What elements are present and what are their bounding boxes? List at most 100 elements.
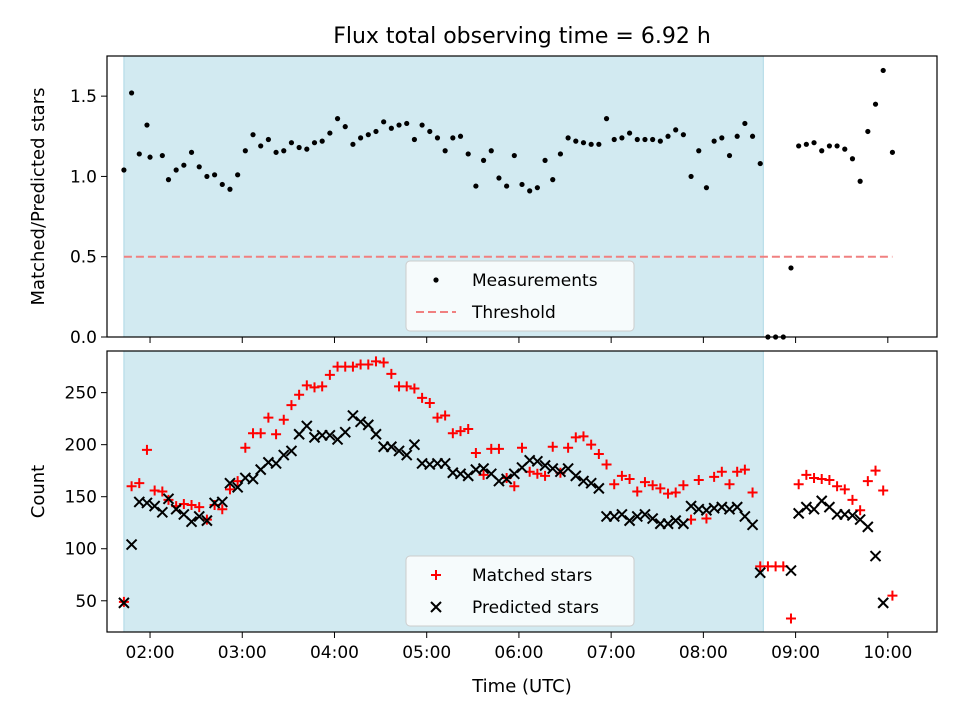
predicted-star-point [616, 508, 628, 521]
measurement-point [219, 181, 225, 188]
measurement-point [726, 152, 733, 159]
measurement-point [642, 136, 648, 143]
legend-label: Matched stars [472, 566, 592, 586]
matched-star-point [509, 481, 520, 492]
matched-star-point [870, 465, 881, 476]
predicted-star-point [731, 501, 743, 513]
measurement-point [465, 151, 471, 157]
y-tick-label: 1.0 [70, 167, 97, 187]
y-tick-label: 1.5 [70, 87, 97, 107]
predicted-star-point [669, 514, 682, 527]
measurement-point [673, 127, 679, 133]
matched-star-point [240, 442, 251, 453]
measurement-point [159, 152, 165, 159]
measurement-point [842, 146, 848, 152]
y-tick-label: 50 [75, 592, 97, 612]
matched-star-point [417, 392, 428, 403]
matched-star-point [816, 474, 827, 485]
predicted-star-point [500, 473, 513, 485]
x-tick-label: 07:00 [587, 643, 636, 663]
predicted-star-point [301, 420, 313, 432]
matched-star-point [401, 381, 412, 392]
measurement-point [404, 120, 410, 127]
x-tick-label: 09:00 [771, 643, 820, 663]
measurement-point [365, 132, 371, 138]
predicted-star-point [393, 445, 405, 457]
measurement-point [419, 122, 425, 128]
measurement-point [136, 151, 142, 157]
measurement-point [381, 119, 387, 125]
predicted-star-point [347, 409, 359, 422]
matched-star-point [540, 470, 551, 481]
measurement-point [527, 188, 533, 194]
predicted-star-point [754, 566, 766, 579]
measurement-point [703, 185, 710, 191]
matched-star-point [324, 369, 335, 380]
matched-star-point [663, 488, 674, 499]
predicted-star-point [362, 419, 375, 431]
measurement-point [619, 135, 625, 141]
measurement-point [488, 148, 494, 154]
measurement-point [144, 122, 150, 128]
matched-star-point [186, 500, 197, 511]
predicted-star-point [547, 462, 559, 475]
predicted-star-point [531, 455, 544, 468]
predicted-star-point [869, 550, 882, 562]
measurement-point [165, 177, 172, 183]
matched-star-point [263, 412, 274, 423]
matched-star-point [801, 469, 812, 480]
matched-star-point [793, 479, 804, 490]
matched-star-point [424, 398, 435, 409]
matched-star-point [440, 410, 451, 421]
matched-star-point [701, 513, 712, 524]
matched-star-point [609, 479, 620, 490]
matched-star-point [224, 484, 235, 495]
measurement-point [311, 140, 318, 146]
y-tick-label: 0.0 [70, 328, 97, 348]
predicted-star-point [285, 445, 298, 457]
measurement-point [826, 143, 833, 149]
measurement-point [204, 173, 210, 180]
predicted-star-point [339, 426, 351, 438]
predicted-star-point [785, 564, 797, 577]
legend-label: Threshold [471, 303, 556, 323]
measurement-point [550, 177, 556, 183]
predicted-star-point [354, 416, 367, 428]
predicted-star-point [148, 500, 161, 512]
predicted-star-point [385, 441, 398, 453]
matched-star-point [455, 426, 466, 437]
matched-star-point [278, 414, 289, 425]
predicted-star-point [216, 496, 228, 508]
measurement-point [696, 148, 702, 154]
matched-star-point [647, 480, 658, 491]
matched-star-point [847, 494, 858, 505]
matched-star-point [386, 368, 397, 379]
predicted-star-point [224, 477, 236, 489]
x-axis-label: Time (UTC) [471, 676, 572, 697]
predicted-star-point [170, 503, 182, 515]
x-tick-label: 08:00 [679, 643, 728, 663]
matched-star-point [347, 361, 358, 372]
legend-predicted-marker [430, 601, 442, 613]
predicted-star-point [662, 518, 674, 530]
measurement-point [872, 101, 879, 107]
measurement-point [242, 148, 248, 154]
predicted-star-point [685, 500, 697, 512]
matched-star-point [639, 477, 650, 488]
y-tick-label: 150 [65, 488, 97, 508]
predicted-star-point [401, 449, 413, 461]
predicted-star-point [125, 538, 138, 551]
x-tick-label: 03:00 [218, 643, 267, 663]
predicted-star-point [623, 514, 636, 527]
matched-star-point [655, 483, 666, 494]
measurement-point [665, 133, 671, 139]
measurement-point [396, 122, 402, 128]
measurement-point [147, 154, 153, 160]
measurement-point [265, 136, 271, 143]
measurement-point [411, 136, 418, 143]
measurement-point [327, 130, 333, 136]
measurement-point [519, 181, 525, 188]
predicted-star-point [156, 506, 169, 519]
measurement-point [250, 132, 256, 138]
matched-star-point [157, 486, 168, 497]
